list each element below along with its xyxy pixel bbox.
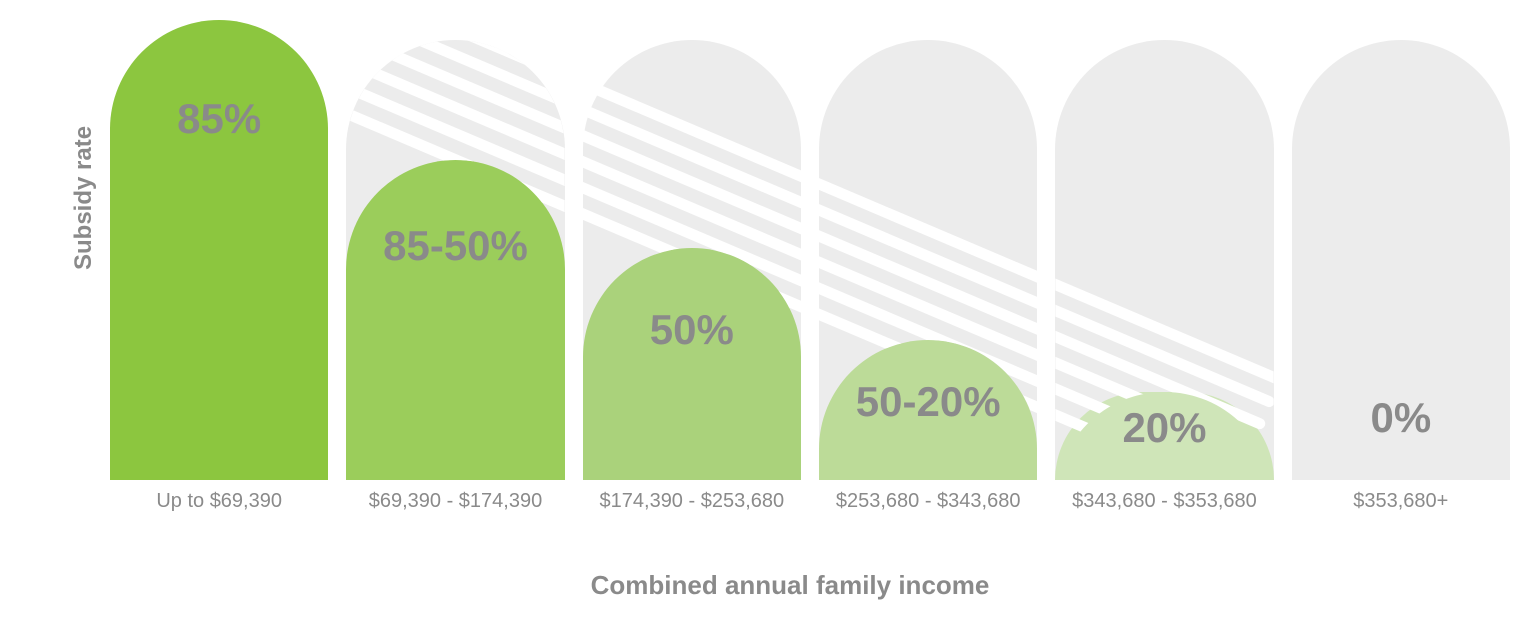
bar-value-label: 50-20% bbox=[819, 378, 1037, 426]
bar-value-label: 50% bbox=[583, 306, 801, 354]
bar-fill bbox=[583, 248, 801, 480]
bar-fill bbox=[346, 160, 564, 480]
x-axis-title: Combined annual family income bbox=[60, 570, 1520, 601]
x-axis-tick-label: $174,390 - $253,680 bbox=[583, 490, 801, 513]
subsidy-chart: Subsidy rate Up to $69,390 $69,390 - $174… bbox=[60, 20, 1520, 600]
x-axis-labels: Up to $69,390 $69,390 - $174,390 $174,390 … bbox=[110, 490, 1510, 513]
bar-value-label: 85% bbox=[110, 95, 328, 143]
x-axis-tick-label: Up to $69,390 bbox=[110, 490, 328, 513]
x-axis-tick-label: $343,680 - $353,680 bbox=[1055, 490, 1273, 513]
bar-value-label: 20% bbox=[1055, 404, 1273, 452]
x-axis-tick-label: $253,680 - $343,680 bbox=[819, 490, 1037, 513]
bar-fill bbox=[110, 20, 328, 480]
y-axis-label: Subsidy rate bbox=[70, 126, 98, 270]
x-axis-tick-label: $69,390 - $174,390 bbox=[346, 490, 564, 513]
bar-slot bbox=[583, 20, 801, 480]
bar-value-label: 0% bbox=[1292, 394, 1510, 442]
x-axis-tick-label: $353,680+ bbox=[1292, 490, 1510, 513]
bar-slot bbox=[110, 20, 328, 480]
bar-value-label: 85-50% bbox=[346, 222, 564, 270]
